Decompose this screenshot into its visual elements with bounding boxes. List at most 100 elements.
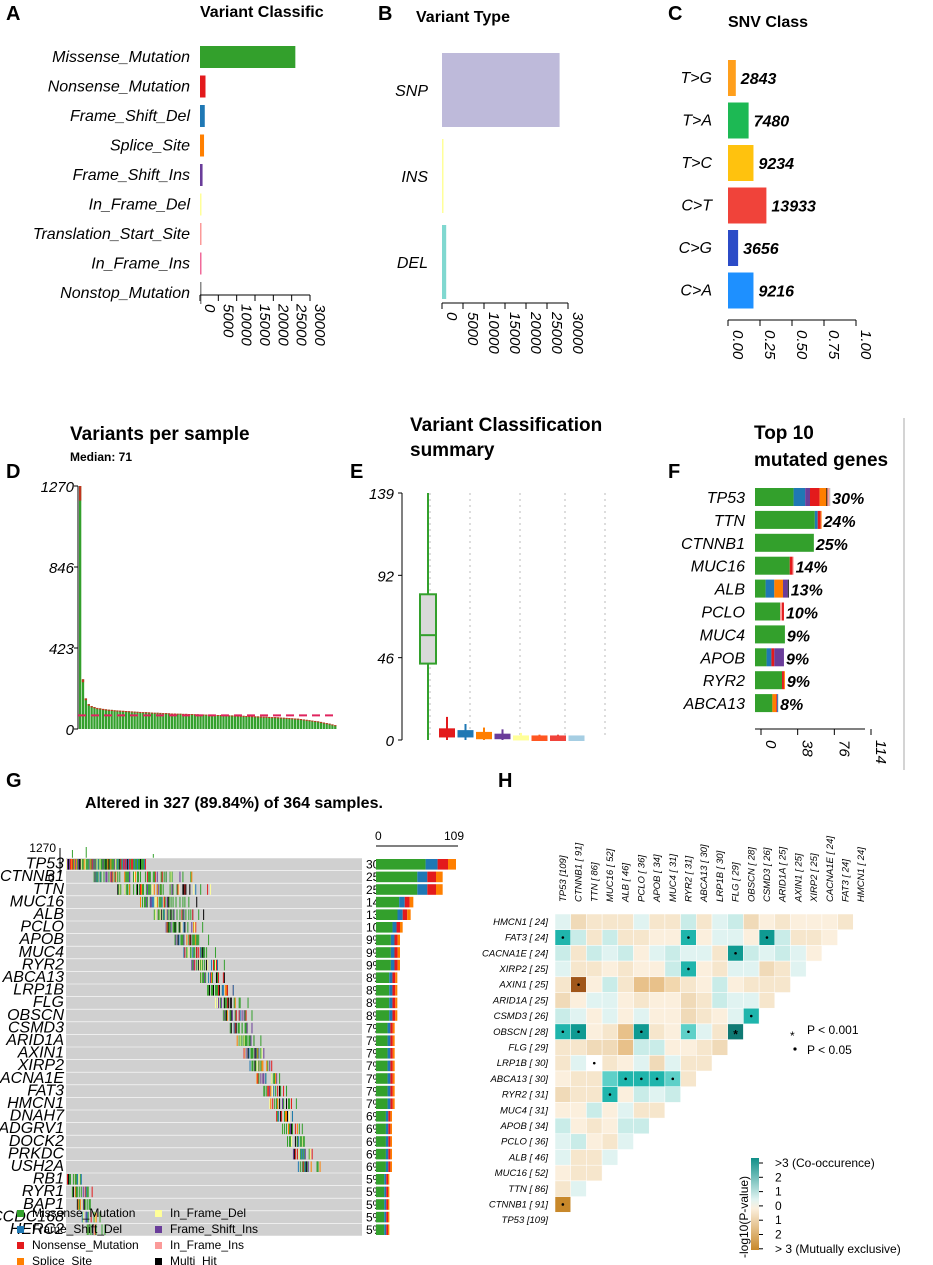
panel-d-bar — [167, 713, 171, 729]
panel-g-mutation-cell — [76, 1199, 78, 1210]
panel-g-legend-label: Frame_Shift_Ins — [170, 1222, 258, 1236]
panel-g-mutation-cell — [79, 859, 81, 870]
panel-g-side-bar-segment — [376, 1148, 386, 1160]
panel-g-side-axis-max: 109 — [444, 829, 464, 843]
panel-c-x-tick-label: 0.00 — [729, 330, 746, 360]
panel-g-side-bar-segment — [389, 972, 393, 983]
panel-g-mutation-cell — [169, 922, 171, 933]
panel-d-bar-top — [84, 698, 88, 701]
panel-g-mutation-cell — [297, 1136, 299, 1147]
panel-g-mutation-cell — [83, 1199, 85, 1210]
panel-d-bar — [87, 704, 90, 729]
panel-g-mutation-cell — [139, 859, 140, 870]
panel-h-scale-label: 0 — [775, 1199, 782, 1213]
panel-g-mutation-cell — [311, 1148, 313, 1160]
panel-g-mutation-cell — [173, 909, 175, 920]
panel-g-side-bar-segment — [417, 871, 428, 883]
panel-d-bar-top — [228, 715, 231, 717]
panel-g-gene-label: USH2A — [11, 1158, 64, 1175]
panel-g-mutation-cell — [94, 859, 96, 870]
panel-h-cell — [586, 1102, 603, 1119]
panel-a-category-label: Nonsense_Mutation — [48, 79, 190, 96]
panel-h-cell — [727, 929, 744, 946]
panel-g-mutation-cell — [296, 1123, 298, 1135]
panel-h-cell — [554, 1180, 571, 1197]
panel-g-mutation-cell — [96, 859, 98, 870]
panel-h-cell — [664, 913, 681, 930]
panel-d-bar — [96, 707, 99, 729]
panel-g-mutation-cell — [105, 871, 107, 883]
panel-h-cell — [554, 1149, 571, 1166]
panel-g-mutation-cell — [198, 909, 200, 920]
panel-g-mutation-cell — [246, 1035, 248, 1046]
panel-c-x-tick-label: 0.25 — [761, 330, 778, 360]
panel-g-mutation-cell — [244, 1010, 246, 1021]
panel-h-cell — [570, 1070, 587, 1087]
panel-a-bar — [200, 193, 202, 216]
panel-b-category-label: INS — [401, 169, 428, 186]
panel-g-mutation-cell — [156, 871, 158, 883]
panel-h-cell-mark — [687, 967, 690, 971]
panel-g-mutation-cell — [304, 1148, 306, 1160]
panel-h-cell — [648, 945, 666, 962]
panel-d-bar — [190, 714, 194, 729]
panel-g-mutation-cell — [248, 1048, 250, 1059]
panel-d-bar — [265, 716, 268, 729]
panel-g-mutation-cell — [207, 985, 209, 996]
panel-h-cell — [601, 992, 619, 1009]
panel-g-side-bar-segment — [376, 1010, 390, 1021]
panel-g-mutation-cell — [251, 1048, 253, 1059]
panel-d-y-tick-label: 423 — [49, 641, 75, 658]
panel-g-mutation-cell — [225, 985, 227, 996]
panel-d-bar-top — [328, 723, 331, 725]
panel-g-mutation-cell — [137, 871, 139, 883]
panel-h: TP53 [109] CTNNB1 [ 91] TTN [ 86] MUC16 [ 5… — [482, 836, 901, 1258]
panel-a-bar — [200, 223, 202, 245]
panel-g-mutation-cell — [143, 859, 145, 870]
panel-g-side-bar-segment — [395, 985, 398, 996]
panel-g-mutation-cell — [256, 1048, 258, 1059]
panel-h-cell-mark — [640, 1077, 643, 1081]
panel-g-mutation-cell — [200, 947, 202, 958]
panel-g-mutation-cell — [232, 985, 234, 996]
panel-h-cell — [570, 1007, 587, 1025]
panel-h-cell-mark — [561, 1203, 565, 1206]
panel-g-mutation-cell — [288, 1136, 290, 1147]
panel-g-mutation-cell — [80, 1186, 82, 1198]
panel-f-bar-segment — [765, 579, 775, 598]
panel-d-bar — [216, 715, 219, 729]
panel-g-side-bar-segment — [376, 1161, 386, 1172]
panel-g-mutation-cell — [123, 859, 125, 870]
panel-g-mutation-cell — [99, 1211, 101, 1223]
panel-a-bar — [200, 282, 202, 304]
panel-h-cell — [617, 929, 634, 946]
panel-g-mutation-cell — [274, 1098, 276, 1109]
panel-g-mutation-cell — [263, 1085, 265, 1097]
panel-h-row-label: ABCA13 [ 30] — [489, 1074, 548, 1085]
panel-g-mutation-cell — [203, 909, 205, 920]
panel-g-mutation-cell — [276, 1098, 278, 1109]
panel-g-side-bar-segment — [427, 884, 436, 895]
panel-h-cell — [743, 992, 760, 1009]
panel-g-side-bar-segment — [376, 1111, 386, 1122]
panel-d-bar — [296, 718, 300, 729]
panel-d-bar-top — [147, 712, 151, 714]
panel-g-mutation-cell — [178, 884, 180, 895]
panel-h-cell — [821, 929, 838, 946]
panel-h-cell — [648, 929, 666, 946]
panel-b-bar — [442, 53, 560, 127]
panel-g-side-bar-segment — [384, 1186, 387, 1198]
panel-d-bar — [199, 714, 202, 729]
panel-h-row-label: CACNA1E [ 24] — [482, 948, 548, 959]
panel-g-mutation-cell — [238, 1035, 240, 1046]
panel-d-subtitle: Median: 71 — [70, 450, 132, 464]
panel-d-bar-top — [116, 710, 119, 712]
panel-h-cell — [727, 992, 744, 1009]
panel-g-mutation-cell — [148, 884, 150, 895]
panel-c-bar-label: 9234 — [758, 156, 794, 173]
panel-h-cell — [554, 1102, 571, 1119]
panel-h-cell — [633, 913, 650, 930]
panel-g-mutation-cell — [82, 1199, 84, 1210]
panel-d-bar — [273, 717, 277, 729]
panel-g-mutation-cell — [271, 1060, 273, 1072]
